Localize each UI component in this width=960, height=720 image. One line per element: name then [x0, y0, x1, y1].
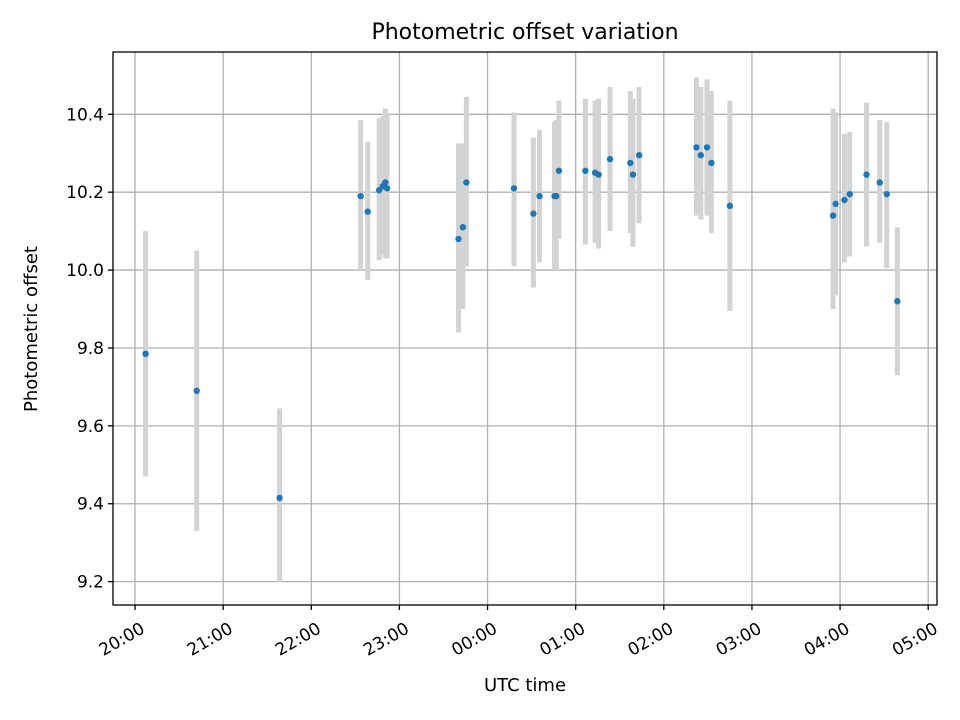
- x-tick-label: 20:00: [96, 619, 148, 661]
- data-point: [382, 179, 389, 186]
- y-tick-label: 10.2: [66, 183, 104, 203]
- data-point: [459, 224, 467, 231]
- data-point: [863, 171, 870, 178]
- data-point: [697, 152, 705, 159]
- data-point: [595, 171, 602, 178]
- data-point: [553, 192, 560, 200]
- x-tick-label: 21:00: [184, 619, 236, 661]
- data-point: [142, 350, 149, 358]
- x-tick-label: 05:00: [889, 619, 941, 661]
- data-point: [510, 185, 518, 192]
- data-point: [582, 167, 589, 174]
- chart-title: Photometric offset variation: [371, 20, 678, 45]
- y-tick-label: 9.4: [77, 495, 104, 515]
- data-point: [606, 155, 614, 163]
- plot-frame: [112, 51, 938, 606]
- data-point: [708, 159, 715, 167]
- data-point: [629, 171, 637, 178]
- y-gridlines: [113, 113, 937, 583]
- data-point: [876, 179, 883, 186]
- x-tick-label: 00:00: [448, 619, 500, 661]
- data-point: [364, 208, 371, 215]
- data-point: [846, 190, 853, 198]
- data-point: [555, 167, 563, 174]
- y-tick-label: 9.2: [77, 573, 104, 593]
- data-point: [455, 235, 462, 243]
- data-point: [536, 192, 543, 200]
- data-point: [883, 190, 890, 198]
- data-point: [357, 192, 364, 200]
- data-points: [142, 144, 901, 502]
- x-tick-label: 22:00: [272, 619, 324, 661]
- y-tick-label: 9.6: [77, 417, 104, 437]
- x-axis-label: UTC time: [484, 675, 566, 696]
- x-tick-label: 01:00: [537, 619, 589, 661]
- x-tick-label: 03:00: [713, 619, 765, 661]
- data-point: [703, 144, 711, 151]
- y-axis-label: Photometric offset: [21, 246, 42, 412]
- data-point: [383, 185, 391, 192]
- x-tick-label: 23:00: [360, 619, 412, 661]
- data-point: [193, 387, 200, 395]
- data-point: [829, 212, 837, 219]
- data-point: [726, 202, 734, 210]
- data-point: [530, 210, 537, 217]
- data-point: [693, 144, 700, 151]
- data-point: [463, 179, 470, 186]
- data-point: [894, 298, 901, 305]
- y-tick-label: 10.0: [66, 261, 104, 281]
- data-point: [832, 200, 839, 208]
- x-tick-label: 02:00: [625, 619, 677, 661]
- x-tick-label: 04:00: [801, 619, 853, 661]
- x-axis-ticks: 20:00 21:00 22:00 23:00 00:00 01:00 02:00 03:00…: [96, 605, 941, 661]
- y-tick-label: 9.8: [77, 339, 104, 359]
- data-point: [635, 152, 643, 159]
- data-point: [276, 494, 283, 502]
- x-gridlines: [134, 52, 929, 605]
- data-point: [627, 159, 634, 167]
- data-point: [841, 196, 848, 204]
- error-bars: [143, 77, 900, 582]
- y-axis-ticks: 9.2 9.4 9.6 9.8 10.0 10.2 10.4: [66, 105, 113, 593]
- y-tick-label: 10.4: [66, 105, 104, 125]
